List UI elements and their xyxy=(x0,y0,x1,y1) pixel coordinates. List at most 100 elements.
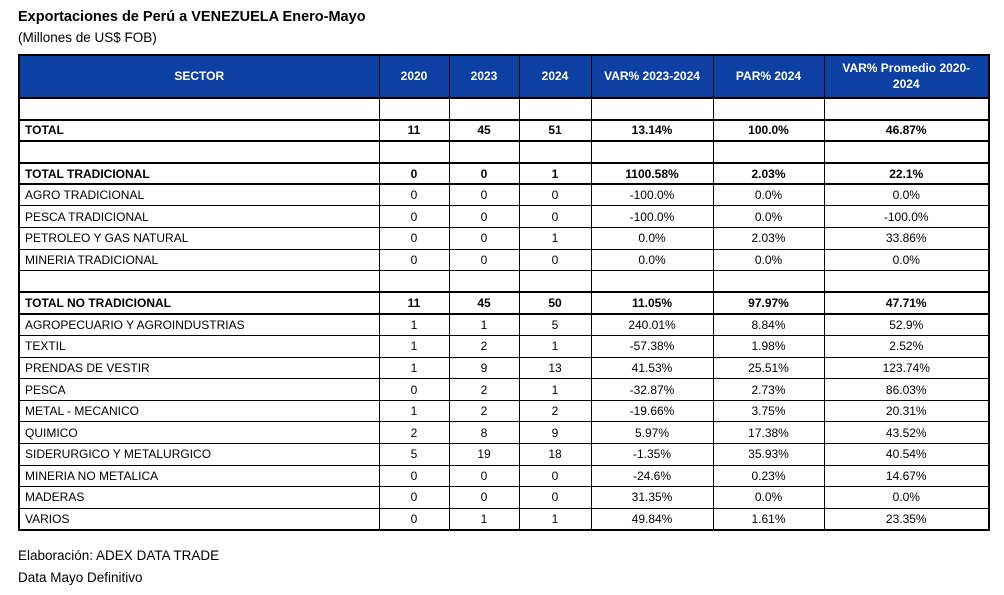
value-cell: 11 xyxy=(378,118,450,143)
value-cell: 97.97% xyxy=(712,291,825,315)
value-cell: 2.03% xyxy=(712,227,825,250)
value-cell: 0.0% xyxy=(823,248,990,272)
value-cell: 9 xyxy=(448,356,520,380)
value-cell: 0 xyxy=(378,248,450,272)
value-cell: 52.9% xyxy=(823,313,990,337)
sector-cell: PESCA xyxy=(18,378,380,401)
value-cell: 0 xyxy=(518,205,592,229)
value-cell: 0 xyxy=(378,464,450,488)
value-cell: 2.03% xyxy=(712,161,825,186)
value-cell: 13 xyxy=(518,356,592,380)
value-cell: 8 xyxy=(448,421,520,444)
value-cell: 8.84% xyxy=(712,313,825,337)
value-cell: 33.86% xyxy=(823,227,990,250)
value-cell: 0.0% xyxy=(823,486,990,509)
value-cell: 0 xyxy=(448,183,520,207)
value-cell: 14.67% xyxy=(823,464,990,488)
value-cell: -100.0% xyxy=(590,205,714,229)
value-cell: 240.01% xyxy=(590,313,714,337)
value-cell: 2.73% xyxy=(712,378,825,401)
sector-cell: MADERAS xyxy=(18,486,380,509)
exports-table: SECTOR 2020 2023 2024 VAR% 2023-2024 PAR% 202… xyxy=(18,54,990,531)
sector-cell: VARIOS xyxy=(18,507,380,531)
value-cell: 1 xyxy=(448,507,520,531)
value-cell: 0 xyxy=(448,486,520,509)
value-cell xyxy=(378,97,450,121)
value-cell: 25.51% xyxy=(712,356,825,380)
value-cell xyxy=(448,97,520,121)
value-cell: 0.0% xyxy=(590,227,714,250)
value-cell: 5 xyxy=(378,443,450,466)
value-cell: 3.75% xyxy=(712,399,825,423)
value-cell: 22.1% xyxy=(823,161,990,186)
value-cell: 5 xyxy=(518,313,592,337)
value-cell: 17.38% xyxy=(712,421,825,444)
value-cell: 1 xyxy=(378,399,450,423)
value-cell: 0 xyxy=(378,227,450,250)
sector-cell: SIDERURGICO Y METALURGICO xyxy=(18,443,380,466)
value-cell: 51 xyxy=(518,118,592,143)
value-cell xyxy=(378,140,450,164)
table-row: METAL - MECANICO 1 2 2 -19.66% 3.75% 20.31% xyxy=(18,399,990,423)
value-cell: 45 xyxy=(448,118,520,143)
value-cell xyxy=(823,140,990,164)
value-cell: 0 xyxy=(378,161,450,186)
value-cell: 0 xyxy=(378,183,450,207)
value-cell xyxy=(712,97,825,121)
table-row: VARIOS 0 1 1 49.84% 1.61% 23.35% xyxy=(18,507,990,531)
spacer-row xyxy=(18,270,990,293)
value-cell: 9 xyxy=(518,421,592,444)
sector-cell: MINERIA NO METALICA xyxy=(18,464,380,488)
table-row: SIDERURGICO Y METALURGICO 5 19 18 -1.35% 35.9… xyxy=(18,443,990,466)
column-header-par-2024: PAR% 2024 xyxy=(712,54,825,99)
spacer-row xyxy=(18,97,990,121)
value-cell: 1 xyxy=(518,507,592,531)
value-cell: 0.0% xyxy=(590,248,714,272)
page-subtitle: (Millones de US$ FOB) xyxy=(18,30,157,45)
sector-cell: AGROPECUARIO Y AGROINDUSTRIAS xyxy=(18,313,380,337)
value-cell: 23.35% xyxy=(823,507,990,531)
sector-cell: PETROLEO Y GAS NATURAL xyxy=(18,227,380,250)
column-header-sector: SECTOR xyxy=(18,54,380,99)
value-cell: 1.98% xyxy=(712,335,825,358)
value-cell xyxy=(590,140,714,164)
value-cell: 0.0% xyxy=(712,248,825,272)
sector-cell: QUIMICO xyxy=(18,421,380,444)
value-cell: 2 xyxy=(448,335,520,358)
value-cell: 0 xyxy=(448,464,520,488)
sector-cell: PESCA TRADICIONAL xyxy=(18,205,380,229)
table-row: TOTAL NO TRADICIONAL 11 45 50 11.05% 97.97% 47… xyxy=(18,291,990,315)
value-cell: 0 xyxy=(378,205,450,229)
value-cell: 0.0% xyxy=(712,183,825,207)
value-cell: 86.03% xyxy=(823,378,990,401)
value-cell: 11.05% xyxy=(590,291,714,315)
value-cell: 1 xyxy=(378,356,450,380)
value-cell: 2 xyxy=(518,399,592,423)
value-cell: 5.97% xyxy=(590,421,714,444)
table-row: PESCA TRADICIONAL 0 0 0 -100.0% 0.0% -100.0% xyxy=(18,205,990,229)
value-cell: 0 xyxy=(518,464,592,488)
value-cell xyxy=(590,97,714,121)
sector-cell: TOTAL xyxy=(18,118,380,143)
value-cell: 2 xyxy=(448,399,520,423)
table-row: TEXTIL 1 2 1 -57.38% 1.98% 2.52% xyxy=(18,335,990,358)
value-cell: 13.14% xyxy=(590,118,714,143)
value-cell xyxy=(518,270,592,293)
value-cell xyxy=(378,270,450,293)
value-cell: 1 xyxy=(518,378,592,401)
column-header-2024: 2024 xyxy=(518,54,592,99)
sector-cell: METAL - MECANICO xyxy=(18,399,380,423)
value-cell: 41.53% xyxy=(590,356,714,380)
value-cell: 11 xyxy=(378,291,450,315)
value-cell: 49.84% xyxy=(590,507,714,531)
value-cell xyxy=(712,270,825,293)
value-cell: 47.71% xyxy=(823,291,990,315)
value-cell: -24.6% xyxy=(590,464,714,488)
table-row: PETROLEO Y GAS NATURAL 0 0 1 0.0% 2.03% 33.86% xyxy=(18,227,990,250)
value-cell: 46.87% xyxy=(823,118,990,143)
column-header-var-promedio-2020-2024: VAR% Promedio 2020-2024 xyxy=(823,54,990,99)
sector-cell xyxy=(18,97,380,121)
value-cell: 50 xyxy=(518,291,592,315)
value-cell: 2.52% xyxy=(823,335,990,358)
